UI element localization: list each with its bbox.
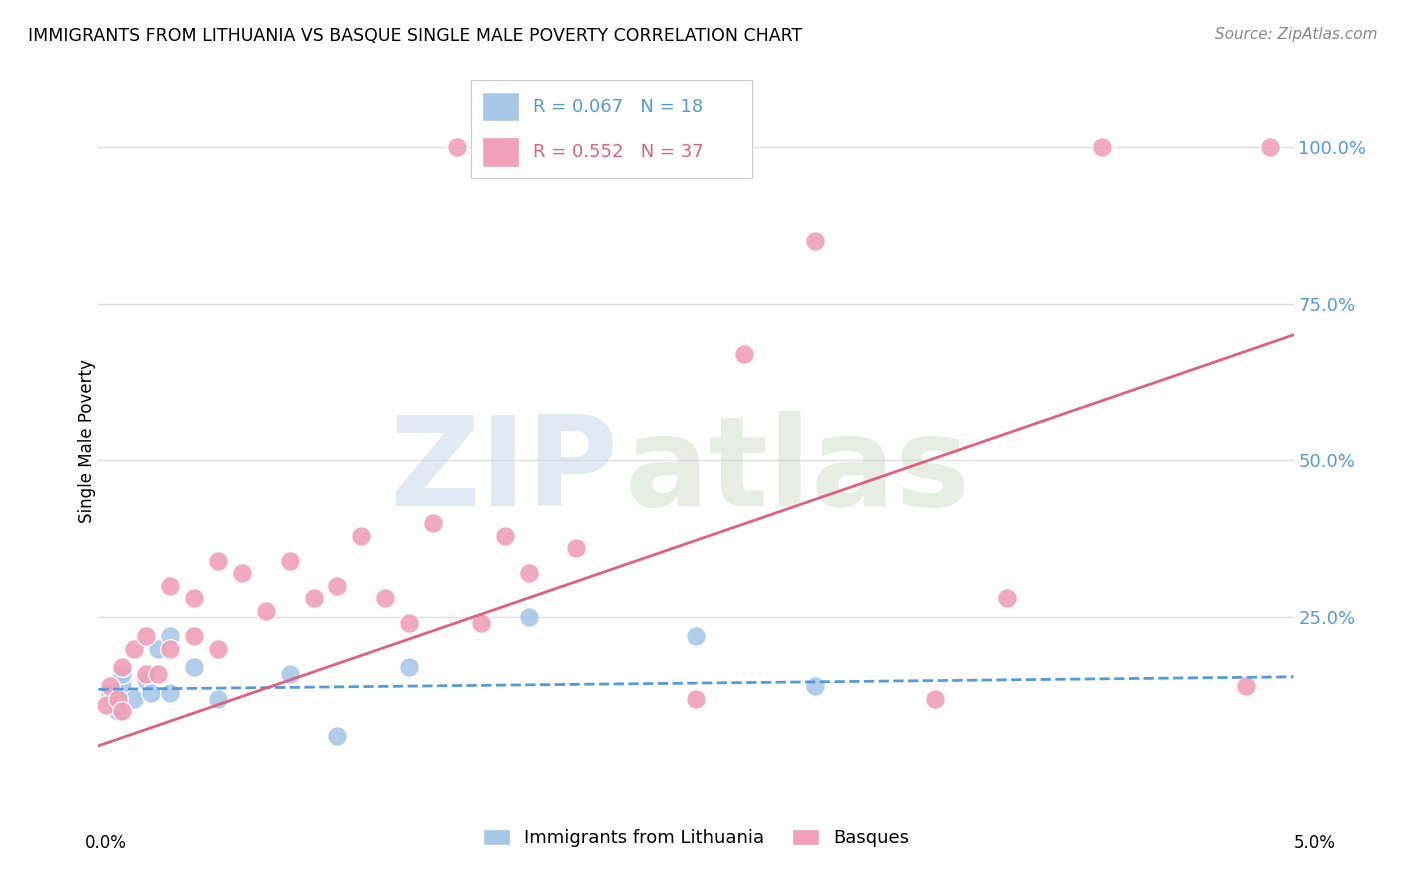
FancyBboxPatch shape [482,137,519,167]
Text: ZIP: ZIP [389,410,619,532]
Point [1234,679,1257,693]
Point [159,579,181,593]
Text: R = 0.067   N = 18: R = 0.067 N = 18 [533,98,703,116]
Point [804,234,827,248]
Point [422,516,444,530]
Text: R = 0.552   N = 37: R = 0.552 N = 37 [533,143,703,161]
Text: Source: ZipAtlas.com: Source: ZipAtlas.com [1215,27,1378,42]
FancyBboxPatch shape [482,92,519,121]
Point [517,566,540,581]
Point [685,629,707,643]
Point [111,704,134,718]
Point [207,554,229,568]
Point [135,666,157,681]
Point [278,666,301,681]
Point [374,591,396,606]
Point [326,730,349,744]
Point [470,616,492,631]
Point [183,629,205,643]
Point [302,591,325,606]
Point [326,579,349,593]
Point [183,591,205,606]
Point [207,641,229,656]
Text: IMMIGRANTS FROM LITHUANIA VS BASQUE SINGLE MALE POVERTY CORRELATION CHART: IMMIGRANTS FROM LITHUANIA VS BASQUE SING… [28,27,803,45]
Point [254,604,277,618]
Point [111,666,134,681]
Point [135,629,157,643]
Point [98,679,122,693]
Point [111,679,134,693]
Point [1258,139,1281,153]
Point [107,691,129,706]
Point [111,660,134,674]
Legend: Immigrants from Lithuania, Basques: Immigrants from Lithuania, Basques [475,822,917,855]
Point [148,666,170,681]
Point [446,139,468,153]
Point [124,691,146,706]
Y-axis label: Single Male Poverty: Single Male Poverty [79,359,96,524]
Point [494,529,516,543]
Text: 0.0%: 0.0% [84,834,127,852]
Point [94,698,117,712]
Point [159,685,181,699]
Point [124,641,146,656]
Point [207,691,229,706]
Point [924,691,946,706]
Point [159,629,181,643]
Point [398,660,420,674]
Point [107,704,129,718]
Point [350,529,373,543]
Point [139,685,162,699]
Point [398,616,420,631]
Point [98,685,122,699]
Point [159,641,181,656]
Point [517,610,540,624]
Point [733,347,755,361]
Point [565,541,588,556]
Text: atlas: atlas [624,410,970,532]
Point [148,641,170,656]
Point [995,591,1018,606]
Point [231,566,253,581]
Point [1091,139,1114,153]
Text: 5.0%: 5.0% [1294,834,1336,852]
Point [685,691,707,706]
Point [135,673,157,687]
Point [804,679,827,693]
Point [183,660,205,674]
Point [278,554,301,568]
